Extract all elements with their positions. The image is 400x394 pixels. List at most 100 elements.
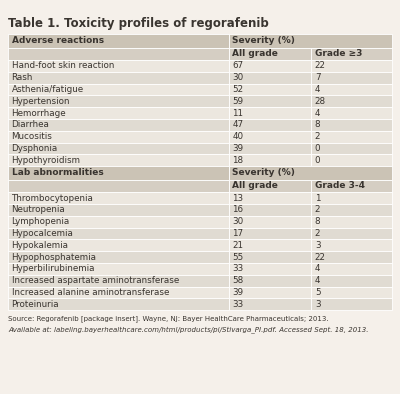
Text: Hyperbilirubinemia: Hyperbilirubinemia bbox=[12, 264, 95, 273]
Text: 7: 7 bbox=[315, 73, 320, 82]
Bar bbox=[311, 60, 392, 72]
Bar bbox=[311, 240, 392, 251]
Bar bbox=[311, 107, 392, 119]
Bar bbox=[229, 298, 311, 310]
Bar bbox=[229, 143, 311, 154]
Text: 30: 30 bbox=[232, 217, 244, 226]
Text: 59: 59 bbox=[232, 97, 244, 106]
Bar bbox=[8, 48, 229, 60]
Text: 58: 58 bbox=[232, 276, 244, 285]
Text: 4: 4 bbox=[315, 276, 320, 285]
Bar bbox=[229, 119, 311, 131]
Text: All grade: All grade bbox=[232, 49, 278, 58]
Text: 18: 18 bbox=[232, 156, 244, 165]
Text: Dysphonia: Dysphonia bbox=[12, 144, 58, 153]
Text: Grade ≥3: Grade ≥3 bbox=[315, 49, 362, 58]
Bar bbox=[8, 34, 229, 48]
Text: Source: Regorafenib [package insert]. Wayne, NJ: Bayer HealthCare Pharmaceutical: Source: Regorafenib [package insert]. Wa… bbox=[8, 315, 329, 322]
Bar bbox=[311, 286, 392, 298]
Bar bbox=[311, 48, 392, 60]
Bar bbox=[229, 166, 392, 180]
Text: 52: 52 bbox=[232, 85, 244, 94]
Bar bbox=[8, 166, 229, 180]
Text: 0: 0 bbox=[315, 144, 320, 153]
Text: Severity (%): Severity (%) bbox=[232, 169, 295, 177]
Bar bbox=[311, 95, 392, 107]
Bar bbox=[8, 275, 229, 286]
Bar bbox=[8, 204, 229, 216]
Bar bbox=[229, 263, 311, 275]
Text: All grade: All grade bbox=[232, 182, 278, 190]
Bar bbox=[229, 216, 311, 228]
Text: 55: 55 bbox=[232, 253, 244, 262]
Bar bbox=[311, 204, 392, 216]
Bar bbox=[229, 72, 311, 84]
Text: 3: 3 bbox=[315, 300, 320, 309]
Bar bbox=[229, 95, 311, 107]
Text: 22: 22 bbox=[315, 253, 326, 262]
Text: 47: 47 bbox=[232, 121, 244, 129]
Text: Hypocalcemia: Hypocalcemia bbox=[12, 229, 73, 238]
Text: 4: 4 bbox=[315, 109, 320, 117]
Text: 8: 8 bbox=[315, 121, 320, 129]
Text: 8: 8 bbox=[315, 217, 320, 226]
Bar bbox=[8, 228, 229, 240]
Bar bbox=[8, 107, 229, 119]
Bar bbox=[8, 251, 229, 263]
Text: Available at: labeling.bayerhealthcare.com/html/products/pi/Stivarga_PI.pdf. Acc: Available at: labeling.bayerhealthcare.c… bbox=[8, 326, 368, 333]
Bar bbox=[8, 60, 229, 72]
Text: Severity (%): Severity (%) bbox=[232, 36, 295, 45]
Text: 28: 28 bbox=[315, 97, 326, 106]
Text: 33: 33 bbox=[232, 264, 244, 273]
Bar bbox=[229, 228, 311, 240]
Text: 5: 5 bbox=[315, 288, 320, 297]
Text: Hypothyroidism: Hypothyroidism bbox=[12, 156, 80, 165]
Text: Lab abnormalities: Lab abnormalities bbox=[12, 169, 103, 177]
Text: 39: 39 bbox=[232, 288, 244, 297]
Bar bbox=[311, 119, 392, 131]
Text: 4: 4 bbox=[315, 264, 320, 273]
Text: Hemorrhage: Hemorrhage bbox=[12, 109, 66, 117]
Text: 3: 3 bbox=[315, 241, 320, 250]
Text: Hand-foot skin reaction: Hand-foot skin reaction bbox=[12, 61, 114, 71]
Text: 30: 30 bbox=[232, 73, 244, 82]
Bar bbox=[311, 84, 392, 95]
Bar bbox=[8, 192, 229, 204]
Text: Diarrhea: Diarrhea bbox=[12, 121, 49, 129]
Bar bbox=[229, 34, 392, 48]
Bar bbox=[229, 251, 311, 263]
Bar bbox=[8, 286, 229, 298]
Text: Increased alanine aminotransferase: Increased alanine aminotransferase bbox=[12, 288, 169, 297]
Bar bbox=[311, 298, 392, 310]
Bar bbox=[311, 275, 392, 286]
Bar bbox=[229, 204, 311, 216]
Text: 2: 2 bbox=[315, 229, 320, 238]
Text: 40: 40 bbox=[232, 132, 244, 141]
Text: 67: 67 bbox=[232, 61, 244, 71]
Bar bbox=[311, 216, 392, 228]
Bar bbox=[229, 154, 311, 166]
Bar bbox=[311, 72, 392, 84]
Bar bbox=[229, 286, 311, 298]
Bar bbox=[229, 131, 311, 143]
Bar bbox=[229, 192, 311, 204]
Text: 33: 33 bbox=[232, 300, 244, 309]
Bar bbox=[8, 84, 229, 95]
Text: Hypertension: Hypertension bbox=[12, 97, 70, 106]
Bar bbox=[311, 251, 392, 263]
Text: Increased aspartate aminotransferase: Increased aspartate aminotransferase bbox=[12, 276, 179, 285]
Text: Table 1. Toxicity profiles of regorafenib: Table 1. Toxicity profiles of regorafeni… bbox=[8, 17, 269, 30]
Bar bbox=[8, 154, 229, 166]
Text: Adverse reactions: Adverse reactions bbox=[12, 36, 104, 45]
Bar bbox=[229, 84, 311, 95]
Bar bbox=[229, 48, 311, 60]
Bar bbox=[311, 143, 392, 154]
Bar bbox=[229, 275, 311, 286]
Bar bbox=[8, 143, 229, 154]
Bar bbox=[311, 192, 392, 204]
Bar bbox=[311, 263, 392, 275]
Text: Thrombocytopenia: Thrombocytopenia bbox=[12, 193, 93, 203]
Bar bbox=[8, 72, 229, 84]
Bar bbox=[8, 298, 229, 310]
Bar bbox=[8, 131, 229, 143]
